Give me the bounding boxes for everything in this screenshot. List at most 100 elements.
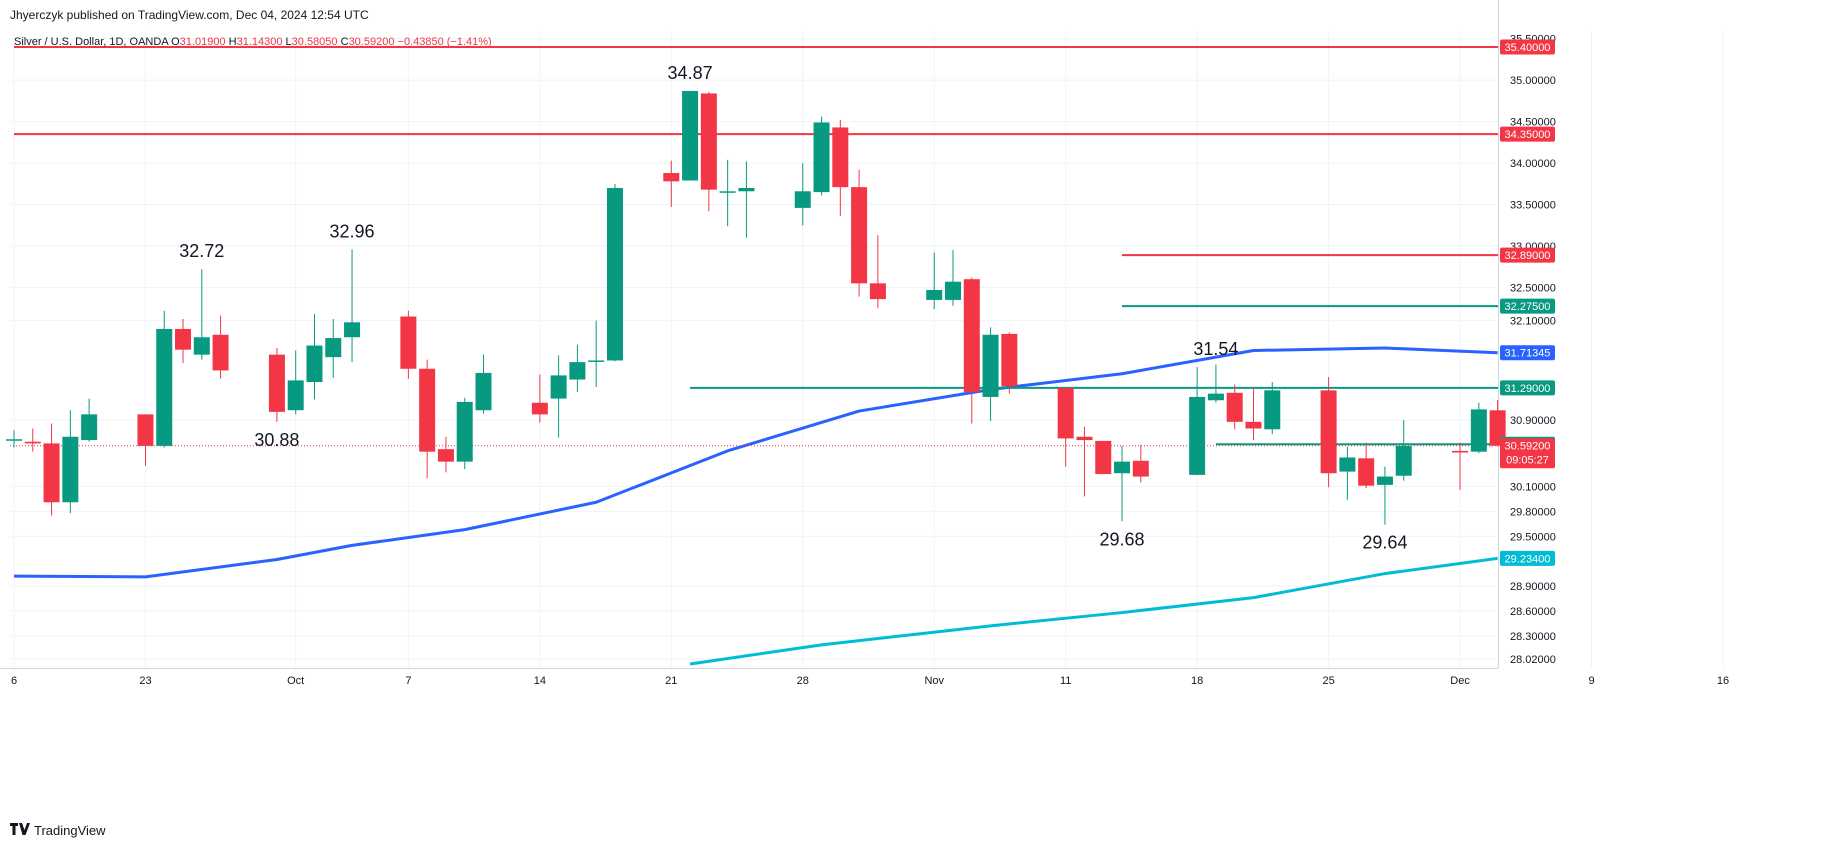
candle-body [1076,436,1093,441]
x-tick-label: 6 [11,675,17,687]
price-badge [1500,39,1555,55]
candle-body [24,441,41,444]
candle-body [1320,390,1337,474]
candle-body [945,281,961,300]
candle-body [813,122,830,193]
price-badge [1500,550,1555,566]
price-badge-label: 32.27500 [1505,301,1551,313]
symbol-name: Silver / U.S. Dollar, 1D, OANDA [14,36,169,48]
x-tick-label: 16 [1717,675,1729,687]
candle-body [606,187,623,361]
candle-body [175,328,192,350]
candle-body [1001,333,1018,387]
price-badge-countdown: 09:05:27 [1506,455,1549,467]
candle-body [287,380,304,411]
candle-body [531,402,548,415]
candle-body [1376,476,1393,485]
candle-body [588,360,605,362]
candle-body [1095,440,1112,475]
price-badge [1500,438,1555,469]
candle-body [569,362,586,380]
y-tick-label: 28.90000 [1510,581,1556,593]
candle-body [1358,458,1375,486]
tradingview-logo-icon [10,822,30,838]
price-badge-label: 30.59200 [1505,441,1551,453]
price-annotations: 32.72 30.88 32.96 34.87 31.54 29.68 29.64 [179,63,1407,553]
y-tick-label: 28.30000 [1510,631,1556,643]
annotation-label: 30.88 [254,430,299,450]
open-label: O [171,36,180,48]
candle-body [62,436,79,503]
y-tick-label: 33.50000 [1510,200,1556,212]
candle-body [1395,445,1412,476]
candle-body [268,354,285,412]
y-tick-label: 29.50000 [1510,531,1556,543]
candle-body [344,322,361,338]
x-tick-label: Oct [287,675,304,687]
change-value: −0.43850 (−1.41%) [397,36,492,48]
high-value: 31.14300 [236,36,283,48]
price-badge-label: 34.35000 [1505,129,1551,141]
candle-body [456,401,473,462]
footer-brand: TradingView [34,822,106,838]
open-value: 31.01900 [179,36,226,48]
y-tick-label: 35.00000 [1510,75,1556,87]
y-tick-label: 32.10000 [1510,316,1556,328]
price-badge-label: 32.89000 [1505,250,1551,262]
price-badge-label: 31.29000 [1505,383,1551,395]
candle-body [43,443,60,503]
annotation-label: 29.64 [1362,533,1407,553]
candle-body [1264,390,1281,430]
candle-body [700,93,717,190]
x-tick-label: 11 [1060,675,1071,687]
symbol-legend: Silver / U.S. Dollar, 1D, OANDA O31.0190… [14,36,492,48]
horizontal-lines [14,46,1498,446]
candle-body [926,289,943,300]
annotation-label: 31.54 [1193,339,1238,359]
candle-body [419,368,436,452]
candle-body [550,375,567,399]
candle-body [1452,450,1469,453]
y-tick-label: 28.60000 [1510,606,1556,618]
candle-body [1226,392,1243,422]
low-value: 30.58050 [291,36,338,48]
y-tick-label: 34.00000 [1510,158,1556,170]
candle-body [212,334,229,371]
x-tick-label: 18 [1191,675,1203,687]
annotation-label: 34.87 [668,63,713,83]
candle-body [156,328,173,446]
price-badge [1500,380,1555,396]
price-badge-label: 31.71345 [1505,348,1551,360]
candle-body [719,191,736,193]
y-tick-label: 32.50000 [1510,282,1556,294]
candle-body [325,338,342,358]
candle-body [738,187,755,192]
x-tick-label: 9 [1588,675,1594,687]
price-badge [1500,247,1555,263]
y-tick-label: 29.80000 [1510,506,1556,518]
price-badge-label: 35.40000 [1505,42,1551,54]
candles [6,90,1506,525]
candle-body [851,187,868,284]
annotation-label: 32.72 [179,241,224,261]
candle-body [869,283,886,300]
candle-body [1114,461,1131,474]
y-tick-label: 30.10000 [1510,482,1556,494]
price-badge [1500,298,1555,314]
x-tick-label: 23 [139,675,151,687]
close-value: 30.59200 [348,36,395,48]
candle-body [1339,457,1356,472]
y-tick-label: 34.50000 [1510,117,1556,129]
ma200-line [689,556,1498,666]
y-tick-label: 28.02000 [1510,654,1556,666]
candle-body [963,279,980,392]
candle-body [306,345,323,383]
candle-body [832,127,849,188]
high-label: H [228,36,237,48]
candle-body [81,414,98,441]
candle-body [982,334,999,397]
candle-body [1057,387,1074,439]
candle-body [193,337,210,355]
y-tick-label: 30.90000 [1510,415,1556,427]
